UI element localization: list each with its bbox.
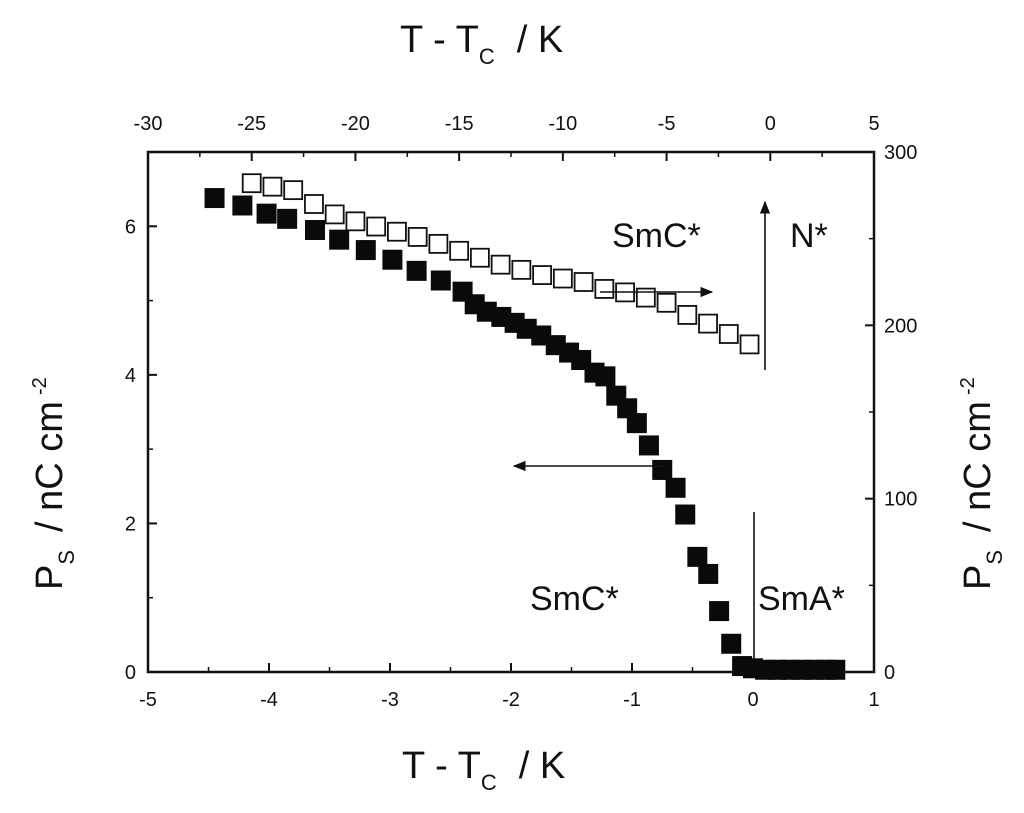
annotation-smastar: SmA*	[758, 580, 845, 618]
filled-square-point	[626, 413, 647, 434]
open-square-point	[677, 305, 698, 325]
filled-square-point	[232, 195, 253, 216]
filled-square-point	[329, 229, 350, 250]
open-square-point	[407, 227, 428, 247]
y-left-axis-title: PS/ nC cm-2	[29, 377, 79, 590]
x-top-tick-label: -5	[658, 113, 676, 135]
x-top-tick-label: -20	[341, 113, 370, 135]
open-square-point	[718, 324, 739, 344]
axis-ticks: -5 -4 -3 -2 -1 0 1-30 -25 -20 -15 -10 -5 0 5024601002…	[125, 113, 918, 711]
open-square-point	[552, 268, 573, 289]
x-top-axis-title: T - TC / K	[400, 19, 563, 69]
filled-square-point	[638, 435, 659, 456]
filled-square-point	[687, 546, 708, 567]
filled-square-point	[204, 188, 225, 209]
annotation-smc-bottom: SmC*	[530, 580, 619, 618]
x-top-tick-label: -30	[134, 113, 163, 135]
open-square-point	[366, 216, 387, 237]
open-square-point	[387, 221, 407, 242]
filled-square-point	[406, 260, 427, 281]
x-bottom-tick-label: 1	[868, 689, 879, 711]
y-left-tick-label: 4	[125, 365, 136, 387]
open-square-point	[656, 292, 677, 313]
open-square-point	[304, 194, 324, 214]
open-square-point	[262, 176, 283, 197]
filled-square-point	[652, 459, 673, 480]
annotation-smc-top: SmC*	[612, 217, 701, 255]
open-square-point	[573, 272, 594, 292]
filled-square-point	[709, 601, 730, 622]
x-bottom-tick-label: -4	[260, 689, 278, 711]
filled-square-point	[675, 504, 696, 525]
y-right-axis-title: PS/ nC cm-2	[957, 377, 1007, 590]
open-square-point	[739, 334, 760, 355]
open-square-point	[449, 240, 470, 261]
filled-square-point	[595, 366, 616, 387]
open-square-point	[511, 259, 532, 280]
x-bottom-axis-title: T - TC / K	[402, 745, 565, 795]
filled-square-point	[430, 270, 451, 291]
x-top-tick-label: 0	[765, 113, 776, 135]
x-top-tick-label: -15	[445, 113, 474, 135]
y-right-tick-label: 100	[884, 489, 917, 511]
filled-square-point	[825, 659, 846, 680]
y-right-tick-label: 300	[884, 142, 917, 164]
x-bottom-tick-label: -5	[139, 689, 157, 711]
open-square-point	[241, 173, 262, 194]
filled-square-point	[304, 220, 325, 240]
x-bottom-tick-label: -1	[623, 689, 641, 711]
open-square-point	[469, 247, 490, 268]
annotation-nstar: N*	[790, 217, 828, 255]
open-square-point	[490, 254, 511, 275]
y-right-tick-label: 0	[884, 662, 895, 684]
y-left-tick-label: 2	[125, 513, 136, 535]
x-top-tick-label: 5	[868, 113, 879, 135]
open-square-point	[698, 313, 718, 334]
x-bottom-tick-label: -3	[381, 689, 399, 711]
filled-square-point	[665, 477, 686, 498]
filled-square-point	[256, 203, 277, 224]
y-right-tick-label: 200	[884, 315, 917, 337]
filled-square-point	[698, 563, 719, 584]
open-square-point	[345, 211, 366, 232]
open-square-point	[283, 180, 304, 201]
x-top-tick-label: -10	[548, 113, 577, 135]
filled-square-point	[355, 240, 376, 261]
open-square-point	[428, 233, 449, 254]
open-square-point	[594, 279, 615, 299]
open-square-point	[532, 265, 553, 285]
open-square-point	[635, 287, 656, 308]
chart-marks	[204, 173, 846, 680]
y-left-tick-label: 6	[125, 216, 136, 238]
filled-square-point	[382, 249, 403, 270]
filled-square-point	[277, 208, 298, 229]
open-square-point	[324, 204, 345, 225]
x-bottom-tick-label: 0	[747, 689, 758, 711]
x-bottom-tick-label: -2	[502, 689, 520, 711]
x-top-tick-label: -25	[237, 113, 266, 135]
y-left-tick-label: 0	[125, 662, 136, 684]
filled-square-point	[721, 633, 742, 654]
